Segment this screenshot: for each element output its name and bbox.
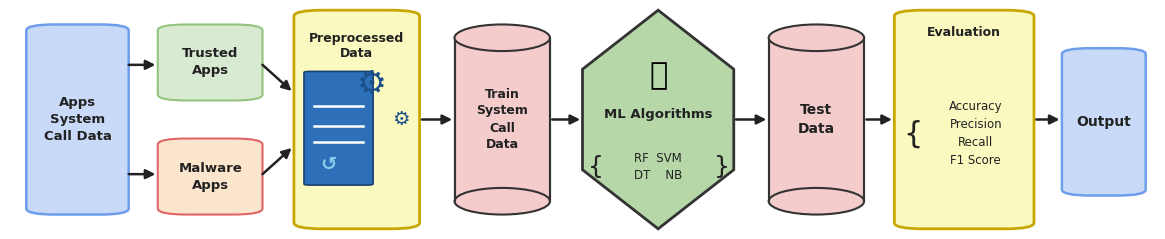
Ellipse shape [769, 188, 864, 215]
Text: Test
Data: Test Data [798, 103, 835, 136]
Ellipse shape [454, 188, 550, 215]
Text: }: } [714, 155, 730, 179]
Text: 🧠: 🧠 [649, 61, 668, 90]
Ellipse shape [454, 24, 550, 51]
Text: Trusted
Apps: Trusted Apps [182, 48, 239, 77]
Text: ⚙: ⚙ [356, 68, 387, 101]
FancyBboxPatch shape [304, 71, 373, 185]
Text: Output: Output [1076, 115, 1131, 129]
FancyBboxPatch shape [895, 10, 1035, 229]
Text: {: { [904, 119, 923, 148]
Text: Preprocessed
Data: Preprocessed Data [309, 32, 404, 60]
FancyBboxPatch shape [157, 24, 262, 100]
Text: ↺: ↺ [320, 155, 337, 174]
FancyBboxPatch shape [157, 139, 262, 215]
Text: ML Algorithms: ML Algorithms [603, 108, 712, 121]
FancyBboxPatch shape [294, 10, 419, 229]
Text: {: { [588, 155, 605, 179]
FancyBboxPatch shape [27, 24, 128, 215]
Text: ⚙: ⚙ [391, 110, 409, 129]
Text: Malware
Apps: Malware Apps [178, 162, 242, 191]
FancyBboxPatch shape [769, 38, 864, 201]
Text: Accuracy
Precision
Recall
F1 Score: Accuracy Precision Recall F1 Score [949, 100, 1003, 167]
FancyBboxPatch shape [1062, 48, 1145, 196]
Text: Evaluation: Evaluation [927, 26, 1001, 38]
Text: RF  SVM
DT    NB: RF SVM DT NB [634, 152, 683, 182]
Polygon shape [582, 10, 734, 229]
Text: Train
System
Call
Data: Train System Call Data [476, 87, 528, 152]
Ellipse shape [769, 24, 864, 51]
FancyBboxPatch shape [454, 38, 550, 201]
Text: Apps
System
Call Data: Apps System Call Data [43, 96, 112, 143]
